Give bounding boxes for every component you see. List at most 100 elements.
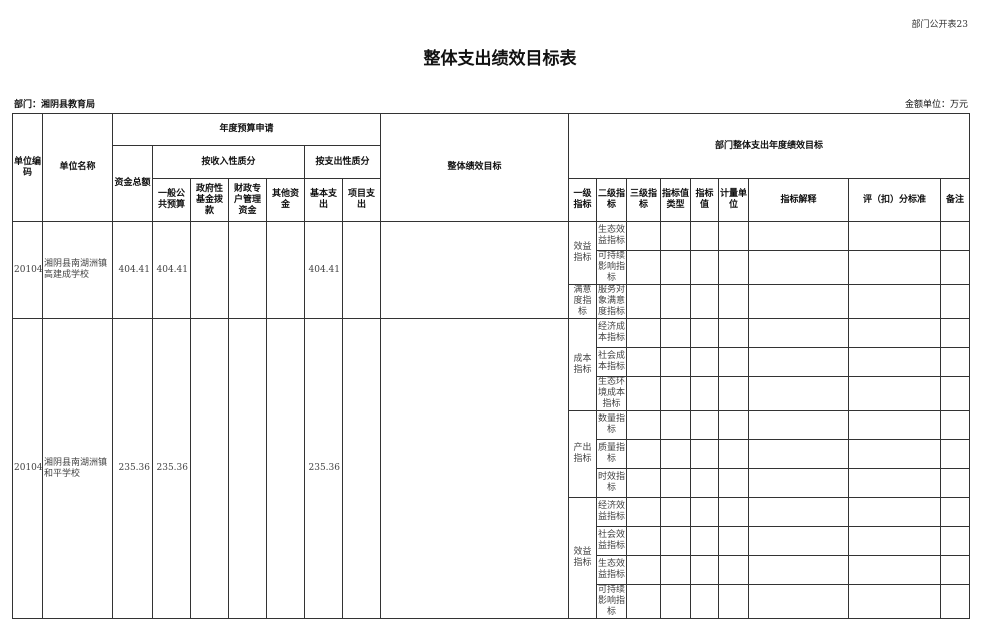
- scoring-cell: [848, 250, 942, 285]
- remark-cell: [940, 347, 971, 377]
- header-by-expense: 按支出性质分: [303, 145, 382, 179]
- level2-indicator: 经济成本指标: [596, 318, 628, 348]
- level2-indicator: 社会成本指标: [596, 347, 628, 377]
- measure-cell: [718, 584, 750, 619]
- unit-name: 湘阴县南湖洲镇高建成学校: [42, 221, 113, 319]
- remark-cell: [940, 410, 971, 440]
- level1-indicator: 产出指标: [568, 410, 598, 498]
- measure-cell: [718, 497, 750, 527]
- value-cell: [690, 376, 720, 411]
- value-type-cell: [660, 584, 692, 619]
- level3-cell: [626, 439, 662, 469]
- explain-cell: [748, 584, 850, 619]
- scoring-cell: [848, 221, 942, 251]
- explain-cell: [748, 376, 850, 411]
- value-cell: [690, 284, 720, 319]
- value-cell: [690, 439, 720, 469]
- measure-cell: [718, 250, 750, 285]
- header-basic: 基本支出: [304, 178, 343, 222]
- measure-cell: [718, 221, 750, 251]
- header-other: 其他资金: [266, 178, 305, 222]
- level3-cell: [626, 410, 662, 440]
- measure-cell: [718, 347, 750, 377]
- explain-cell: [748, 555, 850, 585]
- measure-cell: [718, 410, 750, 440]
- value-cell: [690, 555, 720, 585]
- table-row: 201044湘阴县南湖洲镇高建成学校404.41404.41404.41效益指标…: [12, 221, 971, 319]
- remark-cell: [940, 376, 971, 411]
- measure-cell: [718, 284, 750, 319]
- explain-cell: [748, 439, 850, 469]
- remark-cell: [940, 318, 971, 348]
- header-measure: 计量单位: [718, 178, 750, 222]
- page-title: 整体支出绩效目标表: [423, 49, 577, 69]
- special-fund: [228, 318, 267, 619]
- remark-cell: [940, 284, 971, 319]
- explain-cell: [748, 284, 850, 319]
- level3-cell: [626, 318, 662, 348]
- general-budget: 235.36: [152, 318, 191, 619]
- level1-indicator: 效益指标: [568, 497, 598, 619]
- overall-goal: [380, 318, 570, 619]
- scoring-cell: [848, 410, 942, 440]
- level3-cell: [626, 250, 662, 285]
- level1-indicator: 成本指标: [568, 318, 598, 411]
- level3-cell: [626, 555, 662, 585]
- explain-cell: [748, 468, 850, 498]
- explain-cell: [748, 318, 850, 348]
- special-fund: [228, 221, 267, 319]
- value-type-cell: [660, 497, 692, 527]
- level2-indicator: 数量指标: [596, 410, 628, 440]
- gov-fund: [190, 221, 229, 319]
- value-type-cell: [660, 439, 692, 469]
- amount-unit-label: 金额单位：万元: [904, 100, 968, 110]
- unit-name: 湘阴县南湖洲镇和平学校: [42, 318, 113, 619]
- scoring-cell: [848, 497, 942, 527]
- value-type-cell: [660, 526, 692, 556]
- explain-cell: [748, 497, 850, 527]
- value-cell: [690, 468, 720, 498]
- header-by-income: 按收入性质分: [152, 145, 305, 179]
- basic-expense: 235.36: [304, 318, 343, 619]
- level2-indicator: 时效指标: [596, 468, 628, 498]
- scoring-cell: [848, 468, 942, 498]
- remark-cell: [940, 555, 971, 585]
- header-budget: 年度预算申请: [111, 113, 382, 146]
- project-expense: [341, 221, 382, 319]
- explain-cell: [748, 250, 850, 285]
- value-cell: [690, 497, 720, 527]
- scoring-cell: [848, 584, 942, 619]
- level2-indicator: 生态效益指标: [596, 555, 628, 585]
- remark-cell: [940, 497, 971, 527]
- table-row: 效益指标 经济效益指标: [13, 497, 971, 619]
- value-type-cell: [660, 555, 692, 585]
- remark-cell: [940, 584, 971, 619]
- header-level3: 三级指标: [626, 178, 662, 222]
- table-row: 时效指标: [13, 468, 971, 498]
- table-row: 可持续影响指标: [13, 584, 971, 619]
- table-row: 生态环境成本指标: [13, 376, 971, 411]
- value-cell: [690, 250, 720, 285]
- header-scoring: 评（扣）分标准: [848, 178, 942, 222]
- basic-expense: 404.41: [304, 221, 343, 319]
- header-dept-goal: 部门整体支出年度绩效目标: [568, 113, 971, 179]
- value-cell: [690, 584, 720, 619]
- scoring-cell: [848, 318, 942, 348]
- remark-cell: [940, 526, 971, 556]
- header-value-type: 指标值类型: [660, 178, 692, 222]
- value-cell: [690, 347, 720, 377]
- measure-cell: [718, 439, 750, 469]
- measure-cell: [718, 318, 750, 348]
- explain-cell: [748, 526, 850, 556]
- level3-cell: [626, 284, 662, 319]
- level2-indicator: 可持续影响指标: [596, 250, 628, 285]
- header-general: 一般公共预算: [152, 178, 191, 222]
- header-level1: 一级指标: [568, 178, 598, 222]
- level2-indicator: 生态效益指标: [596, 221, 628, 251]
- value-type-cell: [660, 410, 692, 440]
- header-overall-goal: 整体绩效目标: [380, 113, 570, 222]
- header-name: 单位名称: [42, 113, 113, 222]
- level2-indicator: 生态环境成本指标: [596, 376, 628, 411]
- general-budget: 404.41: [152, 221, 191, 319]
- scoring-cell: [848, 439, 942, 469]
